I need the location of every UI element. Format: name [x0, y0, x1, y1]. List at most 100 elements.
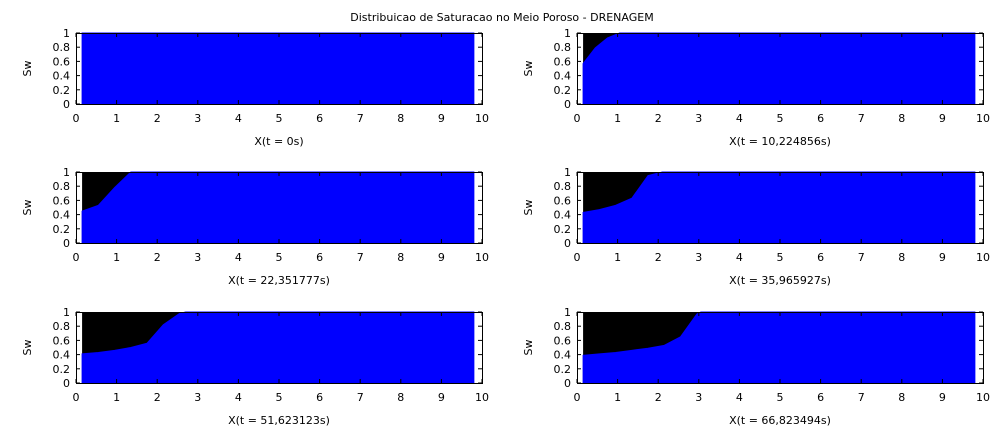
x-tick-label: 4: [736, 251, 743, 264]
y-tick-label: 0.6: [53, 194, 71, 207]
y-axis-label: Sw: [21, 200, 34, 216]
x-tick-label: 6: [316, 391, 323, 404]
saturation-area: [81, 171, 475, 244]
y-tick-label: 0.4: [554, 349, 572, 362]
y-tick-label: 0.2: [554, 363, 572, 376]
x-tick-label: 3: [695, 391, 702, 404]
x-tick-label: 0: [574, 391, 581, 404]
saturation-area: [582, 171, 976, 244]
x-tick-label: 7: [858, 251, 865, 264]
y-tick-label: 0.2: [554, 84, 572, 97]
y-tick-label: 0.8: [554, 320, 572, 333]
x-tick-label: 2: [655, 112, 662, 125]
x-tick-label: 8: [397, 391, 404, 404]
x-axis-label: X(t = 51,623123s): [228, 414, 330, 427]
y-tick-label: 0: [564, 98, 571, 111]
x-tick-label: 6: [817, 391, 824, 404]
x-tick-label: 4: [235, 391, 242, 404]
x-tick-label: 7: [357, 391, 364, 404]
x-tick-label: 3: [194, 112, 201, 125]
x-tick-label: 5: [276, 112, 283, 125]
x-tick-label: 4: [736, 112, 743, 125]
y-tick-label: 0: [564, 237, 571, 250]
x-tick-label: 10: [976, 251, 990, 264]
y-tick-label: 1: [564, 27, 571, 40]
x-axis-label: X(t = 22,351777s): [228, 274, 330, 287]
x-tick-label: 9: [438, 112, 445, 125]
y-tick-label: 0.4: [554, 70, 572, 83]
y-tick-label: 0.8: [53, 180, 71, 193]
x-tick-label: 2: [154, 251, 161, 264]
x-tick-label: 1: [614, 112, 621, 125]
x-tick-label: 1: [113, 112, 120, 125]
y-tick-label: 0: [564, 377, 571, 390]
x-axis-label: X(t = 0s): [254, 135, 303, 148]
x-tick-label: 9: [438, 391, 445, 404]
x-tick-label: 6: [316, 112, 323, 125]
x-tick-label: 10: [976, 391, 990, 404]
y-tick-label: 0.8: [554, 41, 572, 54]
x-tick-label: 0: [73, 251, 80, 264]
x-tick-label: 2: [154, 112, 161, 125]
x-tick-label: 1: [113, 391, 120, 404]
y-tick-label: 0.8: [53, 320, 71, 333]
y-axis-label: Sw: [522, 61, 535, 77]
y-tick-label: 0.4: [53, 70, 71, 83]
x-tick-label: 10: [475, 391, 489, 404]
y-tick-label: 0: [63, 237, 70, 250]
x-tick-label: 9: [438, 251, 445, 264]
x-tick-label: 3: [695, 251, 702, 264]
x-tick-label: 0: [73, 112, 80, 125]
x-tick-label: 8: [397, 251, 404, 264]
y-tick-label: 0.4: [53, 349, 71, 362]
x-tick-label: 5: [276, 251, 283, 264]
y-tick-label: 0.2: [53, 84, 71, 97]
x-axis-label: X(t = 35,965927s): [729, 274, 831, 287]
y-tick-label: 1: [63, 27, 70, 40]
x-tick-label: 9: [939, 391, 946, 404]
x-tick-label: 1: [614, 391, 621, 404]
y-tick-label: 1: [63, 166, 70, 179]
y-tick-label: 0.6: [554, 194, 572, 207]
x-tick-label: 7: [357, 251, 364, 264]
x-tick-label: 8: [397, 112, 404, 125]
x-tick-label: 2: [655, 251, 662, 264]
x-tick-label: 0: [73, 391, 80, 404]
x-tick-label: 5: [777, 251, 784, 264]
x-tick-label: 6: [817, 112, 824, 125]
x-tick-label: 1: [614, 251, 621, 264]
x-tick-label: 4: [235, 251, 242, 264]
x-tick-label: 0: [574, 251, 581, 264]
y-tick-label: 0.2: [53, 363, 71, 376]
y-tick-label: 0.8: [53, 41, 71, 54]
y-axis-label: Sw: [522, 340, 535, 356]
y-tick-label: 0.2: [53, 223, 71, 236]
y-tick-label: 0.6: [554, 334, 572, 347]
x-tick-label: 5: [777, 112, 784, 125]
x-tick-label: 4: [235, 112, 242, 125]
y-tick-label: 0: [63, 98, 70, 111]
x-tick-label: 9: [939, 112, 946, 125]
y-tick-label: 1: [564, 166, 571, 179]
y-tick-label: 0.2: [554, 223, 572, 236]
x-tick-label: 9: [939, 251, 946, 264]
x-tick-label: 7: [357, 112, 364, 125]
x-tick-label: 7: [858, 391, 865, 404]
y-axis-label: Sw: [21, 61, 34, 77]
x-axis-label: X(t = 66,823494s): [729, 414, 831, 427]
y-axis-label: Sw: [522, 200, 535, 216]
y-tick-label: 0: [63, 377, 70, 390]
x-tick-label: 3: [194, 391, 201, 404]
saturation-area: [81, 32, 475, 105]
x-tick-label: 5: [777, 391, 784, 404]
x-tick-label: 10: [475, 112, 489, 125]
x-tick-label: 0: [574, 112, 581, 125]
x-tick-label: 7: [858, 112, 865, 125]
